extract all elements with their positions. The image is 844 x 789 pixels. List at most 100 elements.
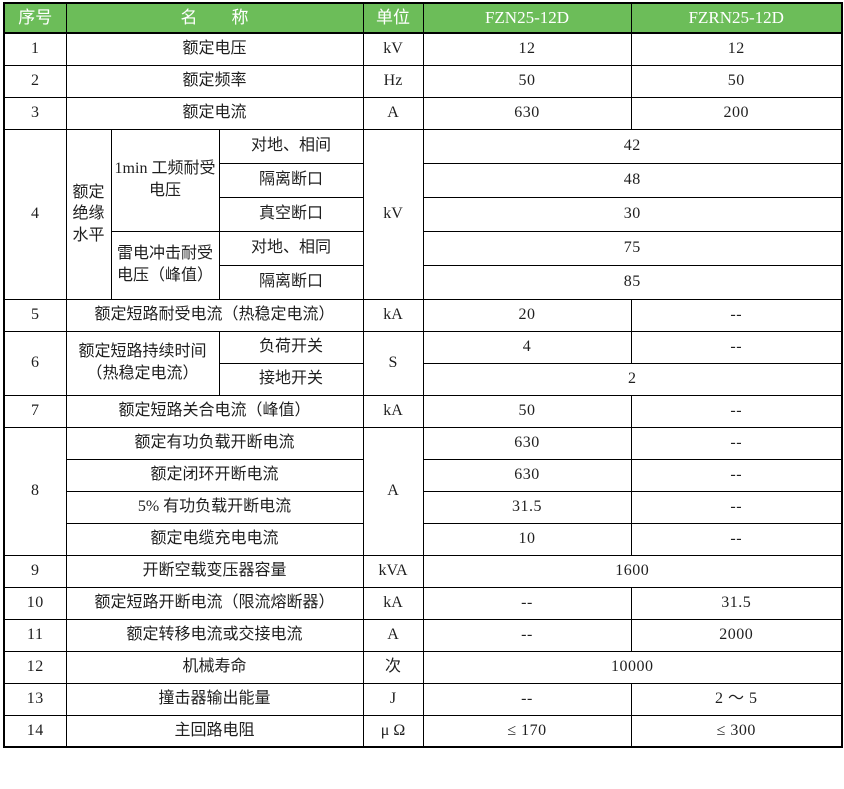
table-row: 8 额定有功负载开断电流 A 630 -- — [3, 426, 843, 556]
table-row: 额定闭环开断电流 630 -- — [4, 458, 843, 492]
value-cell-fzn: 630 — [422, 426, 632, 460]
value-cell-fzn: -- — [422, 682, 632, 716]
value-cell-fzrn: 50 — [630, 64, 843, 98]
table-row: 6 额定短路持续时间 （热稳定电流） 负荷开关 S 4 -- — [3, 330, 843, 396]
table-row: 4 额定绝缘水平 1min 工频耐受电压 对地、相间 kV 42 — [3, 128, 843, 300]
row-no-cell: 1 — [3, 32, 67, 66]
header-col-unit: 单位 — [362, 2, 424, 34]
table-row: 5 额定短路耐受电流（热稳定电流） kA 20 -- — [3, 298, 843, 332]
value-cell-fzn: 10 — [422, 522, 632, 556]
row-unit-cell: μ Ω — [362, 714, 424, 748]
row-name-cell: 额定电压 — [65, 32, 364, 66]
row-name-cell: 主回路电阻 — [65, 714, 364, 748]
row-no-cell: 3 — [3, 96, 67, 130]
table-row: 14 主回路电阻 μ Ω ≤ 170 ≤ 300 — [3, 714, 843, 748]
table-row: 隔离断口 48 — [4, 162, 843, 198]
value-cell-fzn: 50 — [422, 64, 632, 98]
table-row: 7 额定短路关合电流（峰值） kA 50 -- — [3, 394, 843, 428]
value-cell-fzn: 4 — [422, 330, 632, 364]
header-col-model2: FZRN25-12D — [630, 2, 843, 34]
value-cell-fzn: -- — [422, 586, 632, 620]
value-cell-span: 2 — [422, 362, 843, 396]
table-row: 2 额定频率 Hz 50 50 — [3, 64, 843, 98]
value-cell-fzn: 630 — [422, 96, 632, 130]
row-name-cell: 额定短路开断电流（限流熔断器） — [65, 586, 364, 620]
row-unit-cell: 次 — [362, 650, 424, 684]
spec-table: 序号 名 称 单位 FZN25-12D FZRN25-12D 1 额定电压 kV… — [3, 2, 843, 748]
row-name-cell: 5% 有功负载开断电流 — [65, 490, 364, 524]
row-sublabel-cell: 负荷开关 — [218, 330, 364, 364]
value-cell-span: 1600 — [422, 554, 843, 588]
value-cell-fzrn: -- — [630, 458, 843, 492]
row-no-cell: 6 — [3, 330, 67, 396]
row-unit-cell: kVA — [362, 554, 424, 588]
table-row: 9 开断空载变压器容量 kVA 1600 — [3, 554, 843, 588]
header-col-model1: FZN25-12D — [422, 2, 632, 34]
value-cell-span: 10000 — [422, 650, 843, 684]
header-row: 序号 名 称 单位 FZN25-12D FZRN25-12D — [3, 2, 843, 34]
value-cell-fzrn: 2 ～ 5 — [630, 682, 843, 716]
row-name-cell: 额定短路关合电流（峰值） — [65, 394, 364, 428]
row-name-cell: 额定频率 — [65, 64, 364, 98]
table-row: 额定电缆充电电流 10 -- — [4, 522, 843, 556]
table-row: 接地开关 2 — [4, 362, 843, 396]
row-name-cell: 额定电缆充电电流 — [65, 522, 364, 556]
table-row: 12 机械寿命 次 10000 — [3, 650, 843, 684]
row-sublabel-cell: 对地、相间 — [218, 128, 364, 164]
row-name-cell: 额定短路耐受电流（热稳定电流） — [65, 298, 364, 332]
table-row: 3 额定电流 A 630 200 — [3, 96, 843, 130]
row-unit-cell: A — [362, 96, 424, 130]
row-unit-cell: kV — [362, 128, 424, 300]
row-no-cell: 5 — [3, 298, 67, 332]
value-cell-span: 75 — [422, 230, 843, 266]
row-unit-cell: kA — [362, 586, 424, 620]
row-no-cell: 12 — [3, 650, 67, 684]
value-cell-fzrn: -- — [630, 490, 843, 524]
table-row: 11 额定转移电流或交接电流 A -- 2000 — [3, 618, 843, 652]
value-cell-span: 85 — [422, 264, 843, 300]
header-col-name: 名 称 — [65, 2, 364, 34]
value-cell-fzn: 20 — [422, 298, 632, 332]
row-no-cell: 2 — [3, 64, 67, 98]
value-cell-fzrn: 12 — [630, 32, 843, 66]
row-sublabel-cell: 真空断口 — [218, 196, 364, 232]
row-unit-cell: kA — [362, 394, 424, 428]
value-cell-fzn: 12 — [422, 32, 632, 66]
row-sublabel-cell: 对地、相同 — [218, 230, 364, 266]
value-cell-fzn: 630 — [422, 458, 632, 492]
row-name-cell: 开断空载变压器容量 — [65, 554, 364, 588]
value-cell-span: 48 — [422, 162, 843, 198]
value-cell-fzrn: ≤ 300 — [630, 714, 843, 748]
name-line: 额定短路持续时间 — [78, 343, 207, 361]
value-cell-fzn: -- — [422, 618, 632, 652]
row-no-cell: 13 — [3, 682, 67, 716]
row-no-cell: 7 — [3, 394, 67, 428]
value-cell-fzn: 50 — [422, 394, 632, 428]
row-name-cell: 额定短路持续时间 （热稳定电流） — [65, 330, 220, 396]
row-unit-cell: Hz — [362, 64, 424, 98]
row-sublabel-cell: 隔离断口 — [218, 264, 364, 300]
row-no-cell: 10 — [3, 586, 67, 620]
row-unit-cell: A — [362, 426, 424, 556]
row-subgroup-cell: 雷电冲击耐受电压（峰值） — [110, 230, 220, 300]
table-row: 1 额定电压 kV 12 12 — [3, 32, 843, 66]
row-name-cell: 撞击器输出能量 — [65, 682, 364, 716]
value-cell-fzn: 31.5 — [422, 490, 632, 524]
value-cell-fzrn: 2000 — [630, 618, 843, 652]
value-cell-span: 42 — [422, 128, 843, 164]
row-name-cell: 额定闭环开断电流 — [65, 458, 364, 492]
value-cell-fzrn: -- — [630, 330, 843, 364]
row-no-cell: 4 — [3, 128, 67, 300]
name-line: （热稳定电流） — [86, 365, 199, 382]
value-cell-fzn: ≤ 170 — [422, 714, 632, 748]
table-row: 10 额定短路开断电流（限流熔断器） kA -- 31.5 — [3, 586, 843, 620]
table-row: 13 撞击器输出能量 J -- 2 ～ 5 — [3, 682, 843, 716]
row-unit-cell: kA — [362, 298, 424, 332]
header-col-no: 序号 — [3, 2, 67, 34]
value-cell-fzrn: 31.5 — [630, 586, 843, 620]
row-name-cell: 机械寿命 — [65, 650, 364, 684]
table-row: 真空断口 30 — [4, 196, 843, 232]
value-cell-span: 30 — [422, 196, 843, 232]
row-no-cell: 8 — [3, 426, 67, 556]
